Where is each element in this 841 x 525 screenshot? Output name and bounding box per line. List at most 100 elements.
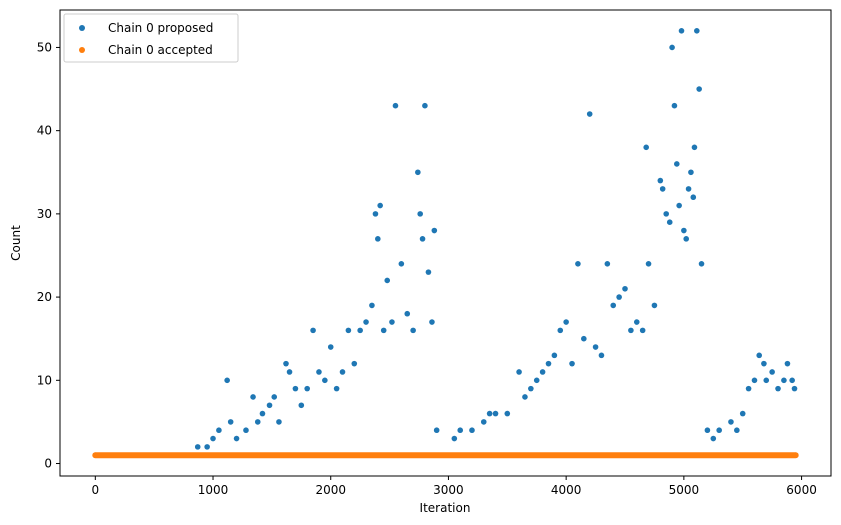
y-tick-label: 30 — [37, 207, 52, 221]
proposed-point — [480, 419, 487, 425]
proposed-point — [604, 261, 611, 267]
proposed-point — [651, 302, 658, 309]
proposed-point — [691, 144, 698, 151]
proposed-point — [516, 369, 522, 375]
x-tick-label: 6000 — [786, 483, 817, 497]
proposed-point — [761, 360, 767, 367]
proposed-point — [688, 169, 694, 176]
proposed-point — [415, 169, 421, 176]
proposed-point — [663, 211, 670, 217]
proposed-point — [504, 410, 511, 417]
proposed-point — [690, 194, 697, 201]
proposed-point — [204, 444, 210, 450]
proposed-point — [422, 102, 428, 109]
proposed-point — [339, 369, 346, 375]
proposed-point — [557, 327, 564, 334]
proposed-point — [216, 427, 222, 434]
proposed-point — [433, 427, 440, 434]
proposed-point — [380, 327, 387, 334]
proposed-point — [704, 427, 711, 434]
proposed-point — [696, 86, 702, 92]
y-ticks: 0 10 20 30 40 50 — [37, 40, 60, 471]
proposed-point — [429, 319, 435, 325]
proposed-point — [392, 102, 399, 109]
proposed-point — [528, 385, 534, 392]
proposed-point — [451, 435, 458, 442]
proposed-point — [666, 219, 673, 225]
proposed-point — [694, 28, 700, 34]
legend-box — [63, 13, 239, 63]
proposed-point — [469, 427, 475, 434]
proposed-point — [389, 319, 395, 325]
proposed-point — [384, 277, 391, 284]
proposed-point — [533, 377, 540, 384]
proposed-point — [734, 427, 740, 434]
x-ticks: 0 1000 2000 3000 4000 5000 6000 — [91, 476, 817, 497]
proposed-point — [781, 377, 787, 384]
proposed-point — [763, 377, 770, 384]
proposed-point — [628, 327, 634, 334]
proposed-point — [657, 177, 664, 184]
proposed-point — [545, 360, 552, 367]
proposed-point — [739, 410, 746, 417]
x-tick-label: 1000 — [198, 483, 229, 497]
proposed-point — [425, 269, 432, 275]
x-tick-label: 0 — [91, 483, 99, 497]
proposed-point — [266, 402, 273, 409]
proposed-point — [310, 327, 316, 334]
proposed-point — [457, 427, 464, 434]
proposed-point — [363, 319, 369, 325]
proposed-point — [756, 352, 762, 359]
proposed-point — [283, 360, 289, 367]
x-axis-label: Iteration — [420, 501, 471, 515]
proposed-point — [674, 161, 680, 167]
y-tick-label: 0 — [44, 457, 52, 471]
x-tick-label: 2000 — [315, 483, 346, 497]
proposed-point — [522, 394, 528, 400]
proposed-point — [254, 419, 261, 425]
proposed-point — [681, 227, 687, 234]
proposed-series — [194, 28, 798, 450]
proposed-point — [669, 44, 675, 51]
legend-marker-proposed — [79, 25, 85, 31]
proposed-point — [276, 419, 282, 425]
proposed-point — [492, 410, 499, 417]
proposed-point — [671, 102, 678, 109]
proposed-point — [345, 327, 352, 334]
proposed-point — [259, 410, 266, 417]
proposed-point — [271, 394, 278, 400]
y-tick-label: 20 — [37, 290, 52, 304]
proposed-point — [404, 310, 411, 317]
proposed-point — [678, 28, 685, 34]
legend-marker-accepted — [79, 47, 85, 53]
proposed-point — [633, 319, 640, 325]
proposed-point — [581, 335, 587, 342]
proposed-point — [431, 227, 438, 234]
proposed-point — [250, 394, 256, 400]
y-tick-label: 50 — [37, 40, 52, 54]
accepted-point — [792, 452, 799, 458]
proposed-point — [417, 211, 423, 217]
proposed-point — [377, 202, 383, 209]
proposed-point — [728, 419, 734, 425]
proposed-point — [551, 352, 558, 359]
plot-area — [59, 9, 832, 477]
proposed-point — [622, 285, 628, 292]
proposed-point — [676, 202, 682, 209]
proposed-point — [769, 369, 775, 375]
proposed-point — [539, 369, 546, 375]
proposed-point — [419, 236, 426, 242]
proposed-point — [643, 144, 649, 151]
proposed-point — [716, 427, 722, 434]
proposed-point — [745, 385, 752, 392]
proposed-point — [563, 319, 569, 325]
y-tick-label: 10 — [37, 373, 52, 387]
proposed-point — [789, 377, 795, 384]
proposed-point — [751, 377, 758, 384]
proposed-point — [243, 427, 249, 434]
legend-label-accepted: Chain 0 accepted — [108, 43, 213, 57]
y-axis-label: Count — [9, 225, 23, 261]
y-tick-label: 40 — [37, 124, 52, 138]
proposed-point — [357, 327, 363, 334]
